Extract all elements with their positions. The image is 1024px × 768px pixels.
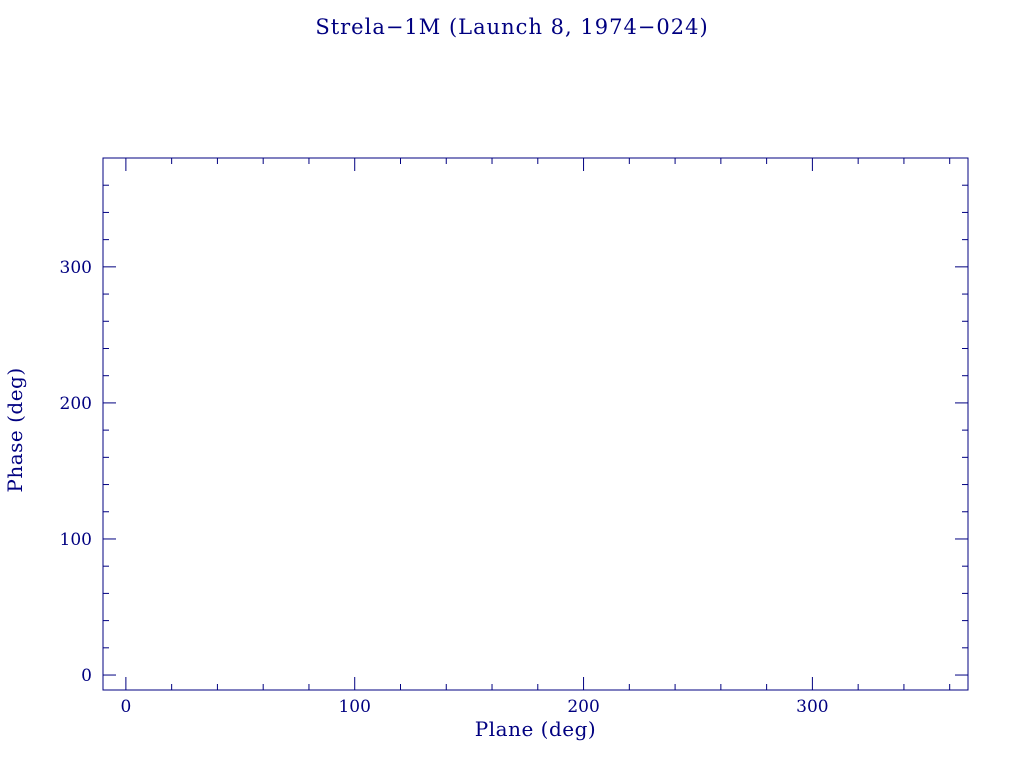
x-tick-label: 100 bbox=[338, 697, 370, 717]
y-tick-label: 300 bbox=[60, 258, 92, 278]
x-tick-label: 300 bbox=[796, 697, 828, 717]
x-axis-label: Plane (deg) bbox=[474, 717, 597, 741]
chart-title: Strela−1M (Launch 8, 1974−024) bbox=[315, 15, 709, 39]
y-axis-label: Phase (deg) bbox=[3, 367, 27, 493]
y-tick-label: 100 bbox=[60, 530, 92, 550]
y-tick-label: 200 bbox=[60, 394, 92, 414]
x-tick-label: 0 bbox=[120, 697, 131, 717]
y-tick-label: 0 bbox=[81, 666, 92, 686]
plot-frame bbox=[102, 157, 969, 691]
x-tick-label: 200 bbox=[567, 697, 599, 717]
